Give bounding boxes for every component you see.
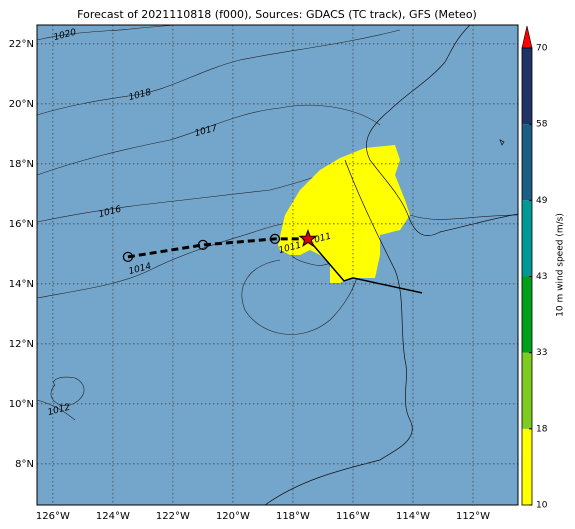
y-tick-label: 18°N [9,159,34,170]
colorbar-tick-label: 18 [536,424,548,434]
x-tick-label: 120°W [216,511,250,522]
colorbar-tick-label: 43 [536,272,547,282]
colorbar-tick-label: 49 [536,196,548,206]
colorbar-label: 10 m wind speed (m/s) [556,213,566,317]
x-tick-label: 124°W [96,511,130,522]
y-tick-label: 16°N [9,219,34,230]
track-point [122,251,134,263]
high-wind-area [278,145,410,283]
y-tick-label: 20°N [9,99,34,110]
colorbar-segment [522,200,532,277]
coastline [264,24,519,506]
observed-track-line [127,237,308,259]
colorbar-segment [522,428,532,505]
chart-title: Forecast of 2021110818 (f000), Sources: … [77,8,477,21]
colorbar-tick-label: 58 [536,120,548,130]
y-tick-label: 22°N [9,39,34,50]
x-tick-label: 126°W [36,511,70,522]
colorbar-segment [522,276,532,353]
y-tick-label: 12°N [9,339,34,350]
colorbar-segment [522,48,532,125]
map-background [37,25,518,505]
y-tick-label: 8°N [15,459,34,470]
x-tick-label: 118°W [276,511,310,522]
track-point [197,239,209,251]
colorbar-tick-label: 70 [536,44,548,54]
colorbar-tick-label: 33 [536,348,547,358]
x-tick-label: 116°W [336,511,370,522]
grid [37,25,518,505]
colorbar-segment [522,352,532,429]
x-tick-label: 112°W [456,511,490,522]
track-point [269,233,281,245]
forecast-track-line [307,238,423,294]
y-tick-label: 10°N [9,399,34,410]
x-tick-label: 122°W [156,511,190,522]
colorbar-extension [521,25,533,49]
map-frame [36,24,519,506]
colorbar-segment [522,124,532,201]
current-position [298,228,318,247]
x-tick-label: 114°W [396,511,430,522]
y-tick-label: 14°N [9,279,34,290]
colorbar: 10 18 33 43 49 58 70 [521,25,548,511]
colorbar-tick-label: 10 [536,501,548,511]
